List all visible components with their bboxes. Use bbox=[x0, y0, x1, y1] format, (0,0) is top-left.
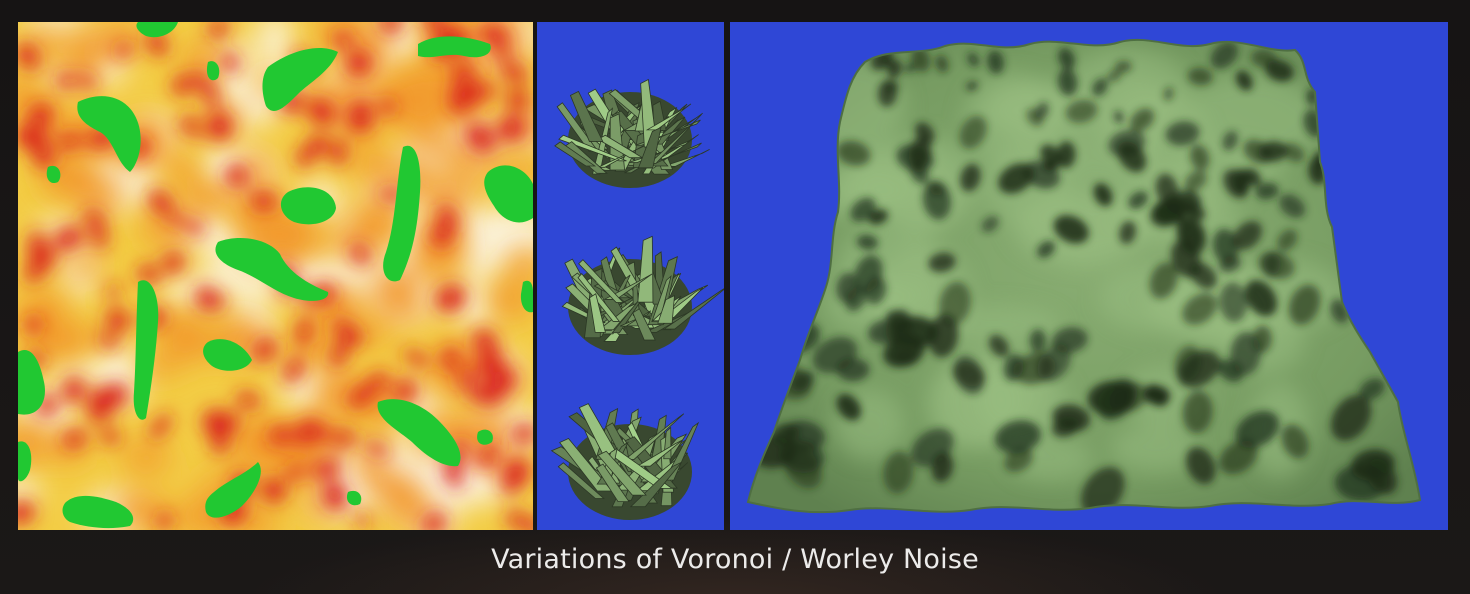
worley-noise-heatmap-panel bbox=[18, 22, 533, 530]
crystal-cluster bbox=[561, 235, 724, 355]
caption: Variations of Voronoi / Worley Noise bbox=[491, 544, 979, 575]
voronoi-crystal-clusters-panel bbox=[537, 22, 724, 530]
worley-noise-heatmap bbox=[18, 22, 533, 530]
worley-terrain-surface bbox=[747, 38, 1421, 514]
crystal-cluster bbox=[554, 78, 710, 188]
crystal-cluster bbox=[550, 403, 700, 520]
worley-terrain-surface-panel bbox=[730, 22, 1448, 530]
voronoi-crystal-clusters bbox=[550, 78, 724, 520]
